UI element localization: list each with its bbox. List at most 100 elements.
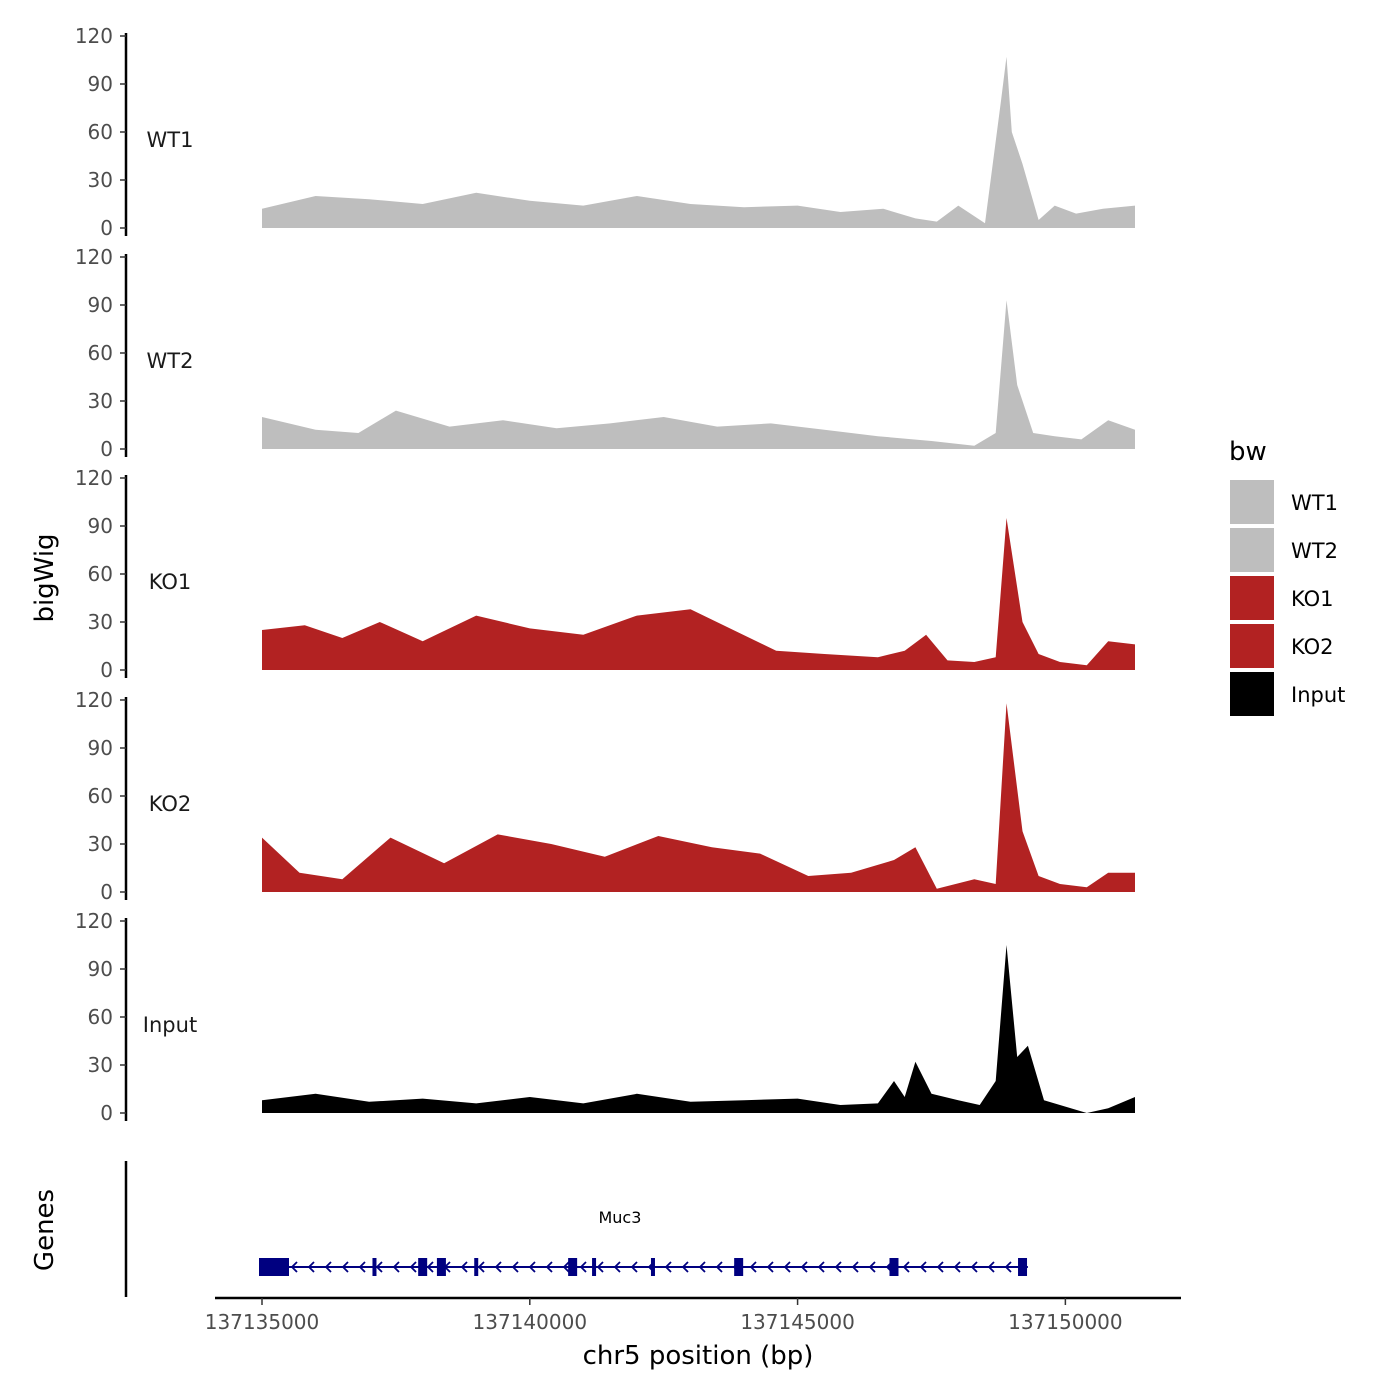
area-wt1	[262, 56, 1135, 228]
strand-arrow	[970, 1261, 978, 1273]
track-label: WT2	[147, 349, 194, 373]
genes-axis-title: Genes	[30, 1189, 60, 1271]
strand-arrow	[817, 1261, 825, 1273]
strand-arrow	[290, 1261, 298, 1273]
y-tick-label: 90	[88, 72, 113, 96]
y-tick-label: 120	[75, 688, 113, 712]
y-tick-label: 90	[88, 736, 113, 760]
legend: bw WT1 WT2 KO1 KO2 Input	[1229, 437, 1345, 716]
strand-arrow	[579, 1261, 587, 1273]
y-tick-label: 60	[88, 562, 113, 586]
strand-arrow	[341, 1261, 349, 1273]
legend-label-wt2: WT2	[1291, 539, 1338, 563]
y-tick-label: 0	[100, 1101, 113, 1125]
y-tick-label: 60	[88, 120, 113, 144]
gene-name-label: Muc3	[598, 1208, 641, 1227]
track-label: WT1	[147, 128, 194, 152]
strand-arrow	[494, 1261, 502, 1273]
legend-label-ko1: KO1	[1291, 587, 1334, 611]
strand-arrow	[800, 1261, 808, 1273]
y-tick-label: 60	[88, 341, 113, 365]
gene-exon	[650, 1258, 655, 1276]
strand-arrow	[681, 1261, 689, 1273]
strand-arrow	[783, 1261, 791, 1273]
legend-label-ko2: KO2	[1291, 635, 1334, 659]
strand-arrow	[1004, 1261, 1012, 1273]
track-label: Input	[143, 1013, 197, 1037]
strand-arrow	[749, 1261, 757, 1273]
track-panel-ko1: 0 30 60 90 120 KO1	[75, 466, 1135, 682]
track-panel-ko2: 0 30 60 90 120 KO2	[75, 688, 1135, 904]
legend-label-wt1: WT1	[1291, 491, 1338, 515]
strand-arrow	[630, 1261, 638, 1273]
y-tick-label: 30	[88, 832, 113, 856]
track-label: KO1	[149, 570, 192, 594]
area-wt2	[262, 300, 1135, 449]
gene-exon	[734, 1258, 744, 1276]
strand-arrow	[834, 1261, 842, 1273]
gene-exon	[889, 1258, 899, 1276]
x-tick-label: 137135000	[205, 1310, 320, 1334]
gene-exon	[259, 1258, 289, 1276]
strand-arrow	[392, 1261, 400, 1273]
gene-exon	[372, 1258, 377, 1276]
x-tick-label: 137145000	[740, 1310, 855, 1334]
strand-arrow	[987, 1261, 995, 1273]
strand-arrow	[715, 1261, 723, 1273]
y-tick-label: 120	[75, 245, 113, 269]
strand-arrow	[698, 1261, 706, 1273]
strand-arrow	[477, 1261, 485, 1273]
strand-arrow	[307, 1261, 315, 1273]
y-tick-label: 60	[88, 784, 113, 808]
strand-arrow	[409, 1261, 417, 1273]
x-axis-title: chr5 position (bp)	[583, 1341, 814, 1371]
strand-arrow	[426, 1261, 434, 1273]
strand-arrow	[919, 1261, 927, 1273]
y-tick-label: 0	[100, 216, 113, 240]
strand-arrow	[851, 1261, 859, 1273]
y-tick-label: 0	[100, 437, 113, 461]
gene-exon	[474, 1258, 479, 1276]
legend-swatch-input	[1230, 672, 1274, 716]
gene-exon	[592, 1258, 597, 1276]
strand-arrow	[375, 1261, 383, 1273]
legend-title: bw	[1229, 437, 1267, 467]
x-tick-label: 137150000	[1008, 1310, 1123, 1334]
y-tick-label: 0	[100, 880, 113, 904]
y-tick-label: 0	[100, 658, 113, 682]
y-tick-label: 60	[88, 1005, 113, 1029]
area-input	[262, 945, 1135, 1113]
strand-arrow	[545, 1261, 553, 1273]
y-tick-label: 30	[88, 389, 113, 413]
y-tick-label: 90	[88, 293, 113, 317]
track-panel-input: 0 30 60 90 120 Input	[75, 909, 1135, 1125]
strand-arrow	[953, 1261, 961, 1273]
gene-exon	[1018, 1258, 1028, 1276]
track-label: KO2	[149, 792, 192, 816]
gene-exon	[436, 1258, 446, 1276]
strand-arrow	[868, 1261, 876, 1273]
x-axis: 137135000 137140000 137145000 137150000	[205, 1296, 1181, 1334]
strand-arrow	[358, 1261, 366, 1273]
gene-exon	[418, 1258, 428, 1276]
strand-arrow	[936, 1261, 944, 1273]
y-tick-label: 90	[88, 514, 113, 538]
strand-arrow	[664, 1261, 672, 1273]
strand-arrow	[596, 1261, 604, 1273]
strand-arrow	[902, 1261, 910, 1273]
x-tick-label: 137140000	[473, 1310, 588, 1334]
legend-swatch-ko1	[1230, 576, 1274, 620]
strand-arrow	[528, 1261, 536, 1273]
strand-arrow	[562, 1261, 570, 1273]
area-ko2	[262, 703, 1135, 892]
strand-arrow	[460, 1261, 468, 1273]
y-tick-label: 90	[88, 957, 113, 981]
strand-arrow	[613, 1261, 621, 1273]
gene-exon	[568, 1258, 578, 1276]
strand-arrow	[324, 1261, 332, 1273]
legend-swatch-wt2	[1230, 528, 1274, 572]
strand-arrow	[766, 1261, 774, 1273]
y-tick-label: 30	[88, 1053, 113, 1077]
area-ko1	[262, 518, 1135, 670]
strand-arrow	[511, 1261, 519, 1273]
